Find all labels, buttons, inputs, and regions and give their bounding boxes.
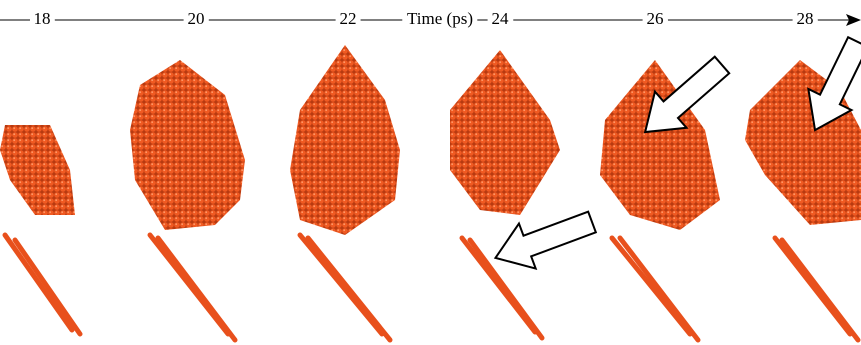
cluster (290, 45, 400, 235)
rod (620, 238, 698, 340)
bottom-snapshots (5, 235, 858, 340)
rod (308, 238, 390, 340)
rod (612, 238, 690, 334)
rod (300, 235, 382, 334)
top-snapshots (0, 45, 861, 235)
time-labels: 18 20 22 24 26 28 Time (ps) (34, 9, 814, 28)
time-label: 28 (797, 9, 814, 28)
time-label: 26 (647, 9, 664, 28)
cluster (450, 50, 560, 215)
time-label: 24 (492, 9, 510, 28)
time-label: 20 (188, 9, 205, 28)
rod (5, 235, 72, 330)
time-label: 22 (340, 9, 357, 28)
cluster (130, 60, 245, 230)
rod (775, 238, 850, 334)
time-label: 18 (34, 9, 51, 28)
rod (158, 238, 235, 340)
rod (15, 240, 80, 334)
rod (782, 240, 858, 340)
cluster (0, 125, 75, 215)
figure: 18 20 22 24 26 28 Time (ps) (0, 0, 861, 345)
time-label: Time (ps) (407, 9, 473, 28)
